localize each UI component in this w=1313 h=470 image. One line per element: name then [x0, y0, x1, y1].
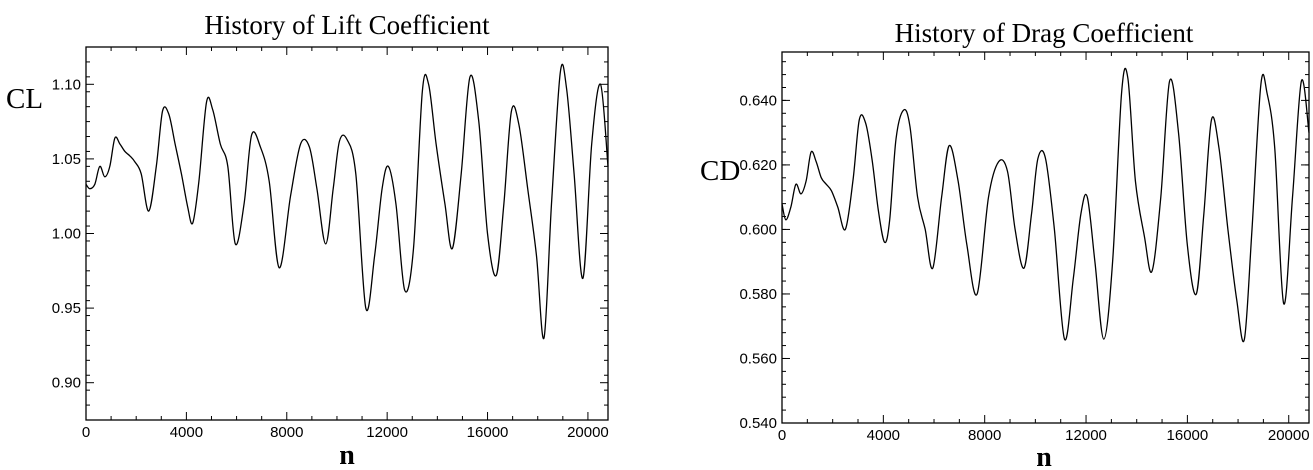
lift-y-axis-label: CL — [6, 83, 43, 115]
lift-y-tick-label: 1.00 — [52, 226, 81, 243]
lift-x-axis-label: n — [339, 440, 355, 470]
lift-x-tick-label: 0 — [82, 424, 90, 441]
drag-y-tick-label: 0.560 — [739, 350, 777, 367]
drag-x-tick-label: 4000 — [867, 427, 900, 444]
drag-chart: History of Drag Coefficient CD n 0 4000 80… — [700, 18, 1310, 470]
lift-ticks — [85, 46, 608, 421]
drag-x-tick-label: 0 — [778, 427, 786, 444]
drag-x-tick-label: 16000 — [1167, 427, 1209, 444]
lift-y-tick-label: 0.95 — [52, 300, 81, 317]
drag-tick-labels: 0 4000 8000 12000 16000 20000 0.540 0.560 0.580 0… — [739, 92, 1309, 444]
lift-x-tick-label: 16000 — [467, 424, 509, 441]
lift-y-tick-label: 0.90 — [52, 375, 81, 392]
drag-ticks — [781, 52, 1309, 424]
lift-y-tick-label: 1.10 — [52, 76, 81, 93]
drag-x-axis-label: n — [1036, 442, 1052, 470]
drag-y-tick-label: 0.600 — [739, 221, 777, 238]
lift-plot-frame — [85, 46, 609, 421]
drag-y-axis-label: CD — [700, 155, 740, 187]
drag-series-line — [781, 67, 1310, 343]
lift-y-tick-label: 1.05 — [52, 151, 81, 168]
drag-x-tick-label: 20000 — [1268, 427, 1310, 444]
drag-y-tick-label: 0.580 — [739, 286, 777, 303]
drag-y-tick-label: 0.640 — [739, 92, 777, 109]
lift-x-tick-label: 8000 — [270, 424, 303, 441]
lift-chart-title: History of Lift Coefficient — [204, 10, 490, 40]
drag-plot-frame — [781, 51, 1310, 424]
lift-x-tick-label: 4000 — [170, 424, 203, 441]
lift-series-line — [85, 63, 609, 340]
drag-y-tick-label: 0.620 — [739, 157, 777, 174]
lift-chart: History of Lift Coefficient CL n 0 4000 80… — [6, 10, 609, 470]
lift-x-tick-label: 20000 — [567, 424, 609, 441]
drag-chart-title: History of Drag Coefficient — [895, 18, 1194, 48]
lift-x-tick-label: 12000 — [366, 424, 408, 441]
drag-x-tick-label: 8000 — [968, 427, 1001, 444]
drag-x-tick-label: 12000 — [1065, 427, 1107, 444]
drag-y-tick-label: 0.540 — [739, 415, 777, 432]
lift-tick-labels: 0 4000 8000 12000 16000 20000 0.90 0.95 1.00 1.05… — [52, 76, 609, 441]
